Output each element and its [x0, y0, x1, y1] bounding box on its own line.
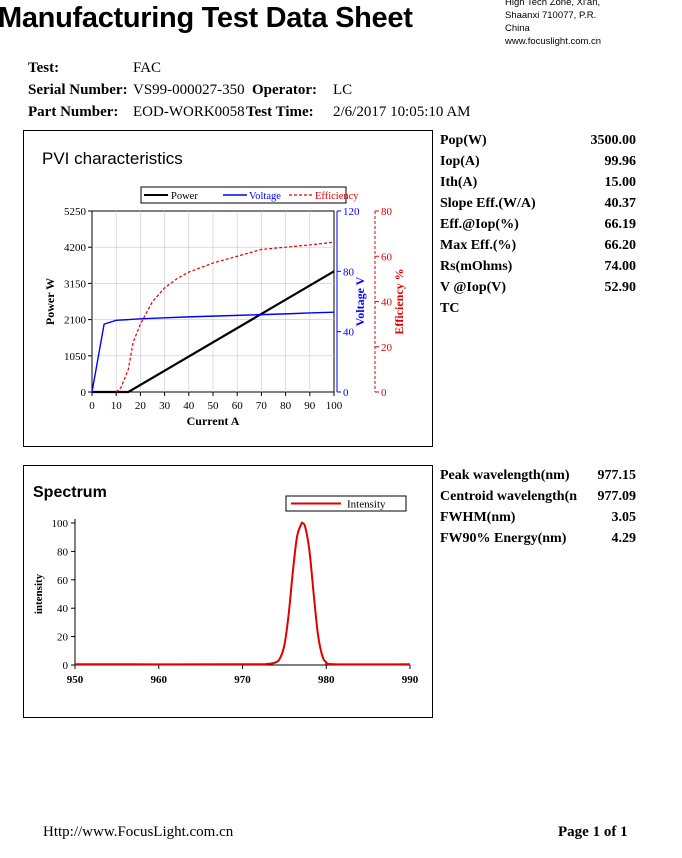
pvi-spec-value: 66.19 [604, 217, 637, 232]
pvi-spec-label: Eff.@Iop(%) [440, 217, 519, 232]
operator-label: Operator: [252, 82, 317, 98]
serial-number-label: Serial Number: [28, 82, 128, 98]
legend-box [285, 495, 407, 512]
spectrum-spec-value: 977.15 [597, 468, 637, 483]
power-axis-label: Power W [43, 278, 57, 325]
efficiency-axis-label: Efficiency % [392, 268, 406, 334]
pvi-spec-label: Iop(A) [440, 154, 480, 169]
voltage-tick-label: 80 [343, 266, 355, 278]
x-tick-label: 10 [111, 400, 123, 412]
address-line: High Tech Zone, Xi'an, [505, 0, 601, 8]
spectrum-spec-label: Peak wavelength(nm) [440, 468, 570, 483]
pvi-spec-value: 99.96 [604, 154, 637, 169]
test-time-value: 2/6/2017 10:05:10 AM [333, 104, 471, 120]
operator-value: LC [333, 82, 353, 98]
address-line: Shaanxi 710077, P.R. [505, 10, 597, 21]
legend-label: Power [171, 191, 198, 202]
power-tick-label: 5250 [64, 206, 87, 218]
wavelength-tick-label: 950 [67, 674, 84, 686]
pvi-spec-label: Slope Eff.(W/A) [440, 196, 536, 211]
efficiency-tick-label: 60 [381, 251, 393, 263]
spectrum-chart: 0 20 40 60 80 100 950 960 970 980 990 intensity Inte… [33, 495, 419, 686]
voltage-tick-label: 40 [343, 327, 355, 339]
efficiency-series-line [115, 241, 335, 393]
power-tick-label: 0 [81, 387, 87, 399]
intensity-series-line [74, 521, 411, 666]
intensity-axis-label: intensity [33, 573, 45, 614]
pvi-chart: 0 10 20 30 40 50 60 70 80 90 100010502100315042005… [43, 186, 406, 428]
page-number: Page 1 of 1 [558, 824, 628, 840]
company-website: www.focuslight.com.cn [505, 36, 602, 47]
x-tick-label: 80 [280, 400, 292, 412]
part-number-value: EOD-WORK0058 [133, 104, 245, 120]
document-title: Manufacturing Test Data Sheet [0, 2, 413, 34]
pvi-spec-value: 40.37 [604, 196, 637, 211]
x-tick-label: 70 [256, 400, 268, 412]
power-tick-label: 3150 [64, 278, 87, 290]
test-value: FAC [133, 60, 162, 76]
pvi-spec-label: Rs(mOhms) [440, 259, 513, 274]
spectrum-spec-label: Centroid wavelength(n [440, 489, 578, 504]
pvi-spec-label: V @Iop(V) [440, 280, 507, 295]
pvi-spec-label: Pop(W) [440, 133, 487, 148]
address-line: China [505, 23, 530, 34]
intensity-tick-label: 20 [57, 632, 69, 644]
power-tick-label: 4200 [64, 242, 87, 254]
voltage-tick-label: 0 [343, 387, 349, 399]
spectrum-spec-label: FW90% Energy(nm) [440, 531, 567, 546]
x-tick-label: 40 [183, 400, 195, 412]
power-tick-label: 2100 [64, 315, 87, 327]
efficiency-tick-label: 40 [381, 297, 393, 309]
x-tick-label: 0 [89, 400, 95, 412]
x-tick-label: 100 [326, 400, 343, 412]
footer-url[interactable]: Http://www.FocusLight.com.cn [43, 824, 234, 840]
x-tick-label: 20 [135, 400, 147, 412]
company-address: High Tech Zone, Xi'an, Shaanxi 710077, P… [505, 0, 601, 48]
voltage-tick-label: 120 [343, 206, 360, 218]
test-label: Test: [28, 60, 60, 76]
x-tick-label: 50 [208, 400, 220, 412]
legend-label: Efficiency [315, 191, 359, 202]
legend-label: Intensity [347, 499, 386, 511]
spectrum-spec-value: 977.09 [597, 489, 637, 504]
intensity-tick-label: 40 [57, 603, 69, 615]
pvi-spec-value: 74.00 [604, 259, 637, 274]
wavelength-tick-label: 990 [402, 674, 419, 686]
pvi-spec-label: Ith(A) [440, 175, 478, 190]
voltage-axis-label: Voltage V [353, 276, 367, 326]
intensity-tick-label: 80 [57, 546, 69, 558]
spectrum-panel: Spectrum 0 20 40 60 80 100 950 960 970 980 990 inte… [23, 465, 433, 718]
intensity-tick-label: 60 [57, 575, 69, 587]
efficiency-tick-label: 0 [381, 387, 387, 399]
x-axis-label: Current A [187, 414, 240, 428]
legend-label: Voltage [249, 191, 281, 202]
x-tick-label: 60 [232, 400, 244, 412]
pvi-spec-value: 52.90 [604, 280, 637, 295]
wavelength-tick-label: 970 [234, 674, 251, 686]
efficiency-tick-label: 80 [381, 206, 393, 218]
x-tick-label: 30 [159, 400, 171, 412]
intensity-tick-label: 100 [52, 518, 69, 530]
pvi-title: PVI characteristics [42, 149, 183, 168]
spectrum-title: Spectrum [33, 484, 107, 501]
pvi-spec-label: Max Eff.(%) [440, 238, 517, 253]
serial-number-value: VS99-000027-350 [133, 82, 245, 98]
spectrum-spec-label: FWHM(nm) [440, 510, 516, 525]
pvi-spec-value: 15.00 [604, 175, 637, 190]
x-tick-label: 90 [304, 400, 316, 412]
pvi-spec-label: TC [440, 301, 460, 316]
power-tick-label: 1050 [64, 351, 87, 363]
intensity-tick-label: 0 [63, 660, 69, 672]
voltage-series-line [91, 311, 335, 393]
wavelength-tick-label: 960 [151, 674, 168, 686]
wavelength-tick-label: 980 [318, 674, 335, 686]
pvi-spec-value: 3500.00 [590, 133, 637, 148]
part-number-label: Part Number: [28, 104, 119, 120]
pvi-spec-value: 66.20 [604, 238, 637, 253]
test-time-label: Test Time: [246, 104, 314, 120]
spectrum-spec-value: 3.05 [611, 510, 637, 525]
pvi-panel: PVI characteristics 0 10 20 30 40 50 60 70 80 90 1… [23, 130, 433, 447]
spectrum-spec-value: 4.29 [611, 531, 637, 546]
efficiency-tick-label: 20 [381, 342, 393, 354]
